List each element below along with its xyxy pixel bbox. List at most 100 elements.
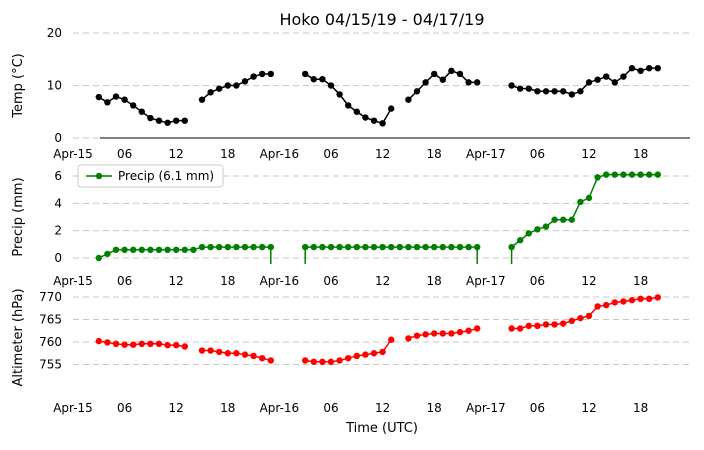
- data-point: [345, 102, 352, 109]
- data-point: [551, 88, 558, 95]
- data-point: [585, 79, 593, 86]
- chart-title: Hoko 04/15/19 - 04/17/19: [279, 10, 484, 29]
- data-point: [302, 70, 309, 78]
- data-point: [336, 357, 343, 364]
- data-point: [190, 246, 197, 253]
- data-point: [138, 246, 145, 253]
- x-tick-label: 12: [169, 401, 184, 415]
- data-point: [620, 298, 627, 305]
- x-tick-label: Apr-16: [260, 401, 300, 415]
- y-tick-label: 6: [54, 169, 62, 183]
- data-point: [310, 243, 317, 251]
- data-point: [121, 246, 128, 253]
- data-point: [439, 330, 446, 337]
- x-tick-label: 12: [581, 274, 596, 288]
- data-point: [448, 330, 455, 337]
- data-point: [250, 243, 257, 251]
- x-tick-label: 12: [375, 274, 390, 288]
- data-point: [594, 174, 601, 181]
- data-point: [121, 96, 128, 103]
- data-point: [422, 243, 429, 251]
- data-point: [95, 254, 103, 262]
- data-point: [413, 88, 421, 95]
- data-point: [259, 355, 266, 362]
- x-tick-label: 06: [323, 274, 338, 288]
- data-point: [310, 358, 317, 365]
- x-tick-label: 18: [427, 147, 442, 161]
- data-point: [181, 117, 188, 124]
- data-point: [138, 340, 145, 347]
- data-point: [155, 340, 163, 347]
- data-point: [216, 243, 223, 251]
- data-point: [534, 88, 541, 95]
- x-tick-label: 18: [633, 274, 648, 288]
- data-point: [370, 243, 378, 251]
- data-point: [431, 70, 438, 78]
- data-point: [345, 243, 352, 251]
- data-point: [112, 246, 120, 253]
- data-point: [370, 350, 378, 357]
- data-point: [577, 198, 584, 206]
- data-point: [121, 341, 128, 348]
- x-tick-label: Apr-17: [466, 147, 506, 161]
- data-point: [388, 105, 395, 112]
- y-tick-label: 0: [54, 251, 62, 265]
- data-point: [611, 299, 618, 306]
- series-line: [511, 296, 658, 330]
- x-tick-label: Apr-15: [53, 147, 93, 161]
- data-point: [224, 350, 231, 357]
- data-point: [448, 67, 455, 75]
- data-point: [181, 246, 188, 253]
- data-point: [250, 73, 257, 80]
- data-point: [525, 85, 532, 92]
- data-point: [233, 82, 240, 89]
- data-point: [147, 340, 154, 347]
- legend-label: Precip (6.1 mm): [118, 169, 214, 183]
- data-point: [637, 171, 644, 178]
- data-point: [603, 73, 610, 80]
- x-tick-label: 18: [220, 401, 235, 415]
- legend-box: [77, 164, 224, 188]
- data-point: [164, 341, 171, 349]
- data-point: [250, 352, 257, 360]
- data-point: [646, 64, 653, 72]
- data-point: [568, 216, 575, 223]
- data-point: [130, 102, 137, 109]
- x-tick-label: 06: [117, 274, 132, 288]
- data-point: [267, 243, 274, 251]
- data-point: [620, 171, 627, 178]
- data-point: [405, 335, 412, 342]
- data-point: [585, 312, 593, 320]
- x-tick-label: 06: [530, 147, 545, 161]
- data-point: [173, 341, 180, 349]
- y-tick-label: 765: [39, 313, 62, 327]
- data-point: [654, 294, 661, 301]
- data-point: [431, 243, 438, 251]
- data-point: [319, 358, 326, 365]
- data-point: [508, 82, 515, 89]
- data-point: [646, 171, 653, 178]
- data-point: [353, 352, 360, 360]
- data-point: [327, 243, 335, 251]
- data-point: [422, 331, 429, 338]
- data-point: [525, 230, 532, 237]
- data-point: [508, 243, 515, 251]
- data-point: [233, 243, 240, 251]
- data-point: [431, 330, 438, 337]
- data-point: [216, 348, 223, 356]
- data-point: [637, 295, 644, 302]
- data-point: [448, 243, 455, 251]
- data-point: [233, 350, 240, 357]
- data-point: [456, 70, 464, 78]
- data-point: [302, 243, 309, 251]
- data-point: [241, 351, 249, 358]
- data-point: [362, 243, 369, 251]
- y-tick-label: 10: [47, 79, 62, 93]
- data-point: [542, 321, 550, 328]
- data-point: [336, 91, 343, 98]
- x-tick-label: 18: [427, 401, 442, 415]
- data-point: [439, 243, 446, 251]
- data-point: [388, 336, 395, 343]
- data-point: [568, 317, 575, 325]
